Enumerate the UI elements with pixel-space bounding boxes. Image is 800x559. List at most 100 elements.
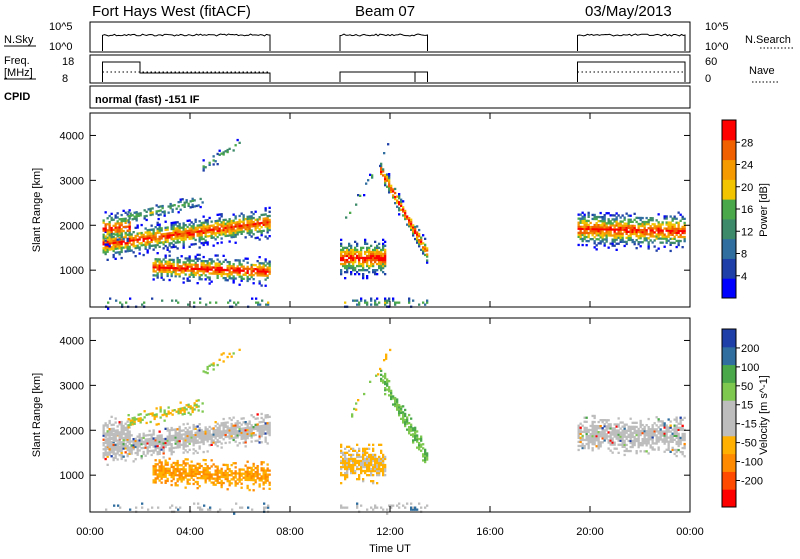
power-cell [162,266,165,269]
power-cell [410,222,413,225]
velocity-cell [160,477,163,480]
velocity-cell [230,464,233,467]
velocity-cell [168,471,171,474]
power-cell [240,275,243,278]
power-cell [579,225,582,228]
power-cell [196,265,199,269]
velocity-cell [679,436,682,440]
velocity-cell [657,438,660,441]
velocity-cell [390,506,393,509]
velocity-cell [127,414,130,417]
power-cell [200,259,203,263]
power-cell [599,234,602,237]
velocity-cell [358,478,361,481]
velocity-cell [102,452,105,455]
velocity-cell [140,439,143,442]
velocity-cell [647,432,650,435]
velocity-cell [180,437,183,440]
power-cell [137,214,140,217]
velocity-cell [675,416,678,419]
power-cell [382,244,385,247]
velocity-cell [184,486,187,489]
power-cell [651,217,654,220]
velocity-cell [609,443,612,446]
power-cell [108,225,111,228]
power-cell [398,195,401,198]
power-cell [368,248,371,252]
power-cell [214,220,217,223]
velocity-cell [133,416,136,419]
power-cell [200,234,203,237]
velocity-cell [388,388,391,391]
power-cell [625,226,628,229]
power-cell [134,238,137,242]
nave-tick-bottom: 0 [705,73,711,85]
velocity-cell [188,448,191,451]
power-cell [226,234,229,237]
power-cell [102,227,105,230]
power-cell [262,268,265,271]
velocity-cell [362,447,365,450]
power-cell [170,223,173,227]
power-cell [214,160,217,163]
velocity-cell [200,435,203,438]
velocity-cell [154,449,157,452]
velocity-cell [133,422,136,425]
power-cell [121,303,124,306]
power-cell [180,230,183,233]
power-cell [128,245,131,248]
power-cell [388,191,391,194]
velocity-cell [376,474,379,477]
power-cell [348,242,351,245]
power-cell [190,221,193,224]
velocity-cell [348,457,351,461]
power-cell [118,247,121,250]
power-cell [380,260,383,264]
velocity-cell [659,424,662,427]
velocity-cell [420,443,423,446]
velocity-cell [597,437,600,440]
velocity-cell [426,456,429,459]
power-cell [110,218,113,222]
power-cell [202,225,205,228]
velocity-cell [234,472,237,475]
power-cell [120,228,123,231]
velocity-cell [385,353,388,356]
velocity-cell [647,438,650,441]
velocity-cell [412,427,415,430]
velocity-cell [254,471,257,474]
velocity-cell [190,466,193,469]
velocity-cell [195,405,198,409]
velocity-cell [220,483,223,487]
power-cell [242,267,245,270]
power-cell [176,265,179,268]
power-cell [174,221,177,224]
velocity-cell [156,436,159,440]
power-cell [673,241,676,245]
power-cell [106,258,109,261]
power-cell [615,216,618,219]
velocity-cell [124,422,127,425]
power-cell [164,260,167,263]
power-cell [192,229,195,232]
power-cell [182,222,185,225]
power-cell [202,169,205,172]
power-cell [232,221,235,224]
power-cell [394,303,397,306]
power-cell [627,238,630,242]
velocity-cell [679,442,682,446]
velocity-cell [116,433,119,436]
velocity-cell [128,430,131,433]
velocity-cell [226,465,229,469]
power-cell [258,224,261,227]
velocity-cell [166,461,169,464]
velocity-cell [108,451,111,454]
velocity-cell [639,433,642,437]
power-cell [256,218,259,221]
power-cell [583,217,586,220]
velocity-cell [597,435,600,438]
velocity-cell [170,437,173,440]
velocity-cell [649,438,652,441]
velocity-cell [210,477,213,480]
velocity-cell [238,476,241,479]
